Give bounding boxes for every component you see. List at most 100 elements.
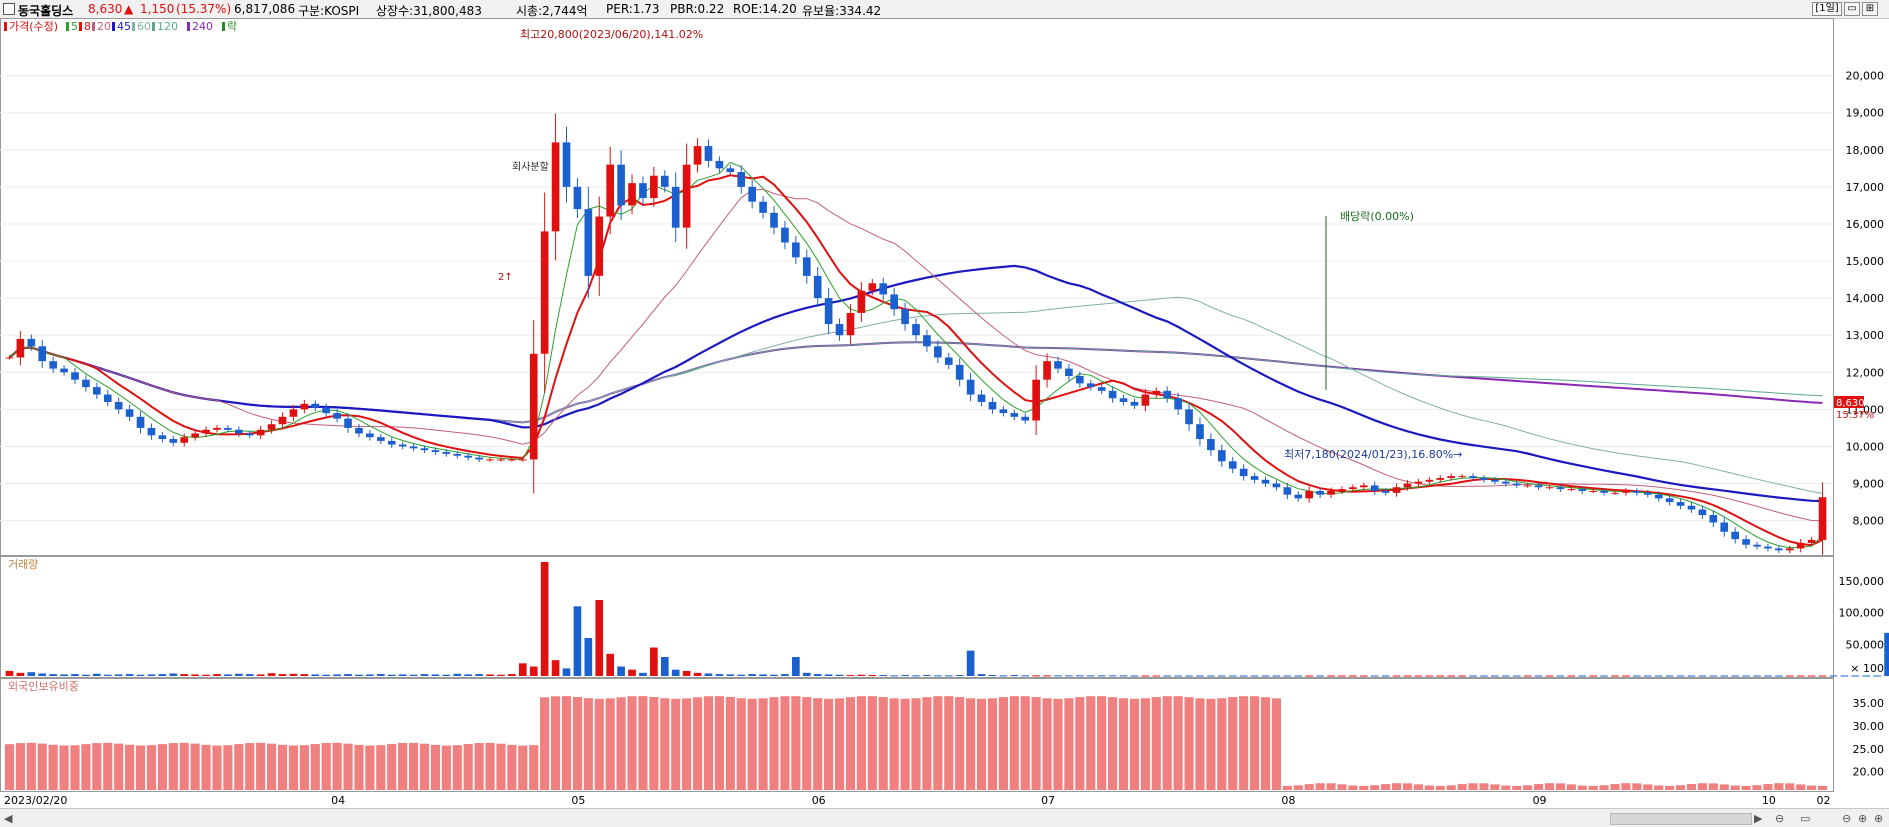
volume-bar: [1785, 675, 1794, 677]
foreign-bar: [1151, 697, 1161, 790]
zoom-in-icon[interactable]: ⊕: [1858, 812, 1868, 825]
foreign-bar: [987, 698, 998, 790]
volume-bar: [1622, 675, 1630, 677]
horizontal-scrollbar[interactable]: ◀ ▶ ⊖ ▭ ⊖ ⊕ ⊕: [0, 808, 1889, 827]
candle-body: [180, 437, 189, 443]
slider-icon[interactable]: ▭: [1800, 812, 1811, 825]
volume-label: 거래량: [8, 558, 38, 571]
volume-bar: [1567, 675, 1576, 677]
foreign-bar: [1042, 698, 1052, 790]
candle-body: [213, 427, 221, 430]
candle-body: [1469, 476, 1477, 478]
foreign-bar: [955, 697, 965, 790]
volume-bar: [1742, 675, 1750, 677]
foreign-bar: [135, 745, 146, 790]
volume-bar: [256, 674, 265, 676]
volume-bar: [1578, 675, 1587, 677]
candle-body: [1130, 401, 1139, 406]
zoom-search-icon[interactable]: ⊕: [1874, 812, 1884, 825]
ma240-line: [8, 341, 1823, 424]
volume-bar: [846, 675, 855, 677]
foreign-bar: [1610, 784, 1620, 790]
volume-bar: [628, 669, 636, 676]
foreign-bar: [1807, 785, 1817, 790]
candle-body: [1152, 390, 1161, 395]
foreign-bar: [288, 745, 299, 790]
volume-bar: [1338, 675, 1346, 677]
legend-swatch: [152, 22, 155, 31]
candle-body: [1545, 487, 1554, 489]
candle-body: [333, 413, 341, 419]
price-tick-label: 16,000: [1846, 218, 1885, 231]
zoom-out-icon[interactable]: ⊖: [1775, 812, 1785, 825]
candle-body: [879, 283, 888, 295]
foreign-bar: [496, 743, 506, 790]
scroll-thumb[interactable]: [1610, 813, 1752, 825]
legend-label: 가격(수정): [9, 20, 58, 33]
candle-body: [27, 338, 36, 347]
foreign-bar: [190, 743, 200, 790]
candle-body: [497, 459, 505, 461]
foreign-bar: [1140, 698, 1150, 790]
foreign-bar: [212, 745, 222, 790]
stock-chart[interactable]: 20,000 19,000 18,000 17,000 16,000 15,000 14,0…: [0, 18, 1889, 808]
foreign-bar: [1577, 785, 1587, 790]
candle-body: [737, 172, 746, 187]
foreign-tick-label: 30.00: [1853, 720, 1885, 733]
foreign-bar: [179, 742, 189, 790]
price-tick-label: 20,000: [1846, 70, 1885, 83]
volume-bar: [442, 674, 451, 676]
low-annotation: 최저7,180(2024/01/23),16.80%→: [1284, 448, 1462, 461]
volume-bar: [1119, 675, 1128, 677]
foreign-bar: [441, 745, 451, 790]
volume-bar: [180, 674, 189, 676]
scroll-right-icon[interactable]: ▶: [1754, 812, 1763, 825]
candle-body: [1501, 481, 1510, 484]
candle-body: [420, 448, 429, 451]
foreign-bar: [944, 696, 954, 790]
candle-body: [682, 164, 691, 228]
price-tick-label: 13,000: [1846, 329, 1885, 342]
foreign-bar: [1490, 784, 1500, 790]
candle-body: [1021, 416, 1030, 421]
foreign-bar: [1391, 783, 1402, 790]
volume-bar: [497, 674, 505, 676]
candle-body: [366, 433, 374, 438]
maximize-icon[interactable]: ⊞: [1862, 2, 1878, 16]
volume-bar: [617, 666, 625, 676]
volume-bar: [1108, 675, 1117, 677]
volume-bar: [1447, 675, 1456, 677]
volume-bar: [813, 674, 822, 676]
volume-bar: [1491, 675, 1499, 677]
foreign-bar: [1162, 696, 1172, 790]
candle-body: [1239, 468, 1248, 477]
candle-body: [486, 459, 494, 461]
candle-body: [1436, 477, 1445, 480]
price-value: 8,630: [88, 2, 123, 16]
zoom-icon[interactable]: ⊖: [1842, 812, 1852, 825]
volume-bar: [693, 672, 702, 676]
foreign-bar: [1446, 785, 1456, 790]
volume-bar: [420, 674, 429, 676]
foreign-bar: [911, 698, 921, 790]
scroll-left-icon[interactable]: ◀: [4, 812, 13, 825]
foreign-bar: [146, 745, 157, 790]
price-tick-label: 10,000: [1846, 440, 1885, 453]
minimize-icon[interactable]: ▭: [1844, 2, 1860, 16]
candle-body: [1381, 490, 1390, 493]
candle-body: [1392, 487, 1401, 493]
candle-body: [300, 403, 309, 410]
foreign-bar: [1479, 783, 1489, 790]
window-checkbox[interactable]: [3, 3, 15, 15]
volume-bar: [1294, 675, 1303, 677]
foreign-bar: [1719, 784, 1729, 790]
candle-body: [770, 212, 778, 228]
volume-bar: [1305, 675, 1314, 677]
foreign-bar: [540, 697, 550, 790]
volume-bar: [1796, 675, 1805, 677]
volume-bar: [1829, 675, 1838, 677]
volume-bar: [300, 674, 309, 676]
foreign-bar: [1315, 783, 1325, 790]
candle-body: [1589, 490, 1597, 492]
period-button[interactable]: [1일]: [1812, 2, 1842, 16]
